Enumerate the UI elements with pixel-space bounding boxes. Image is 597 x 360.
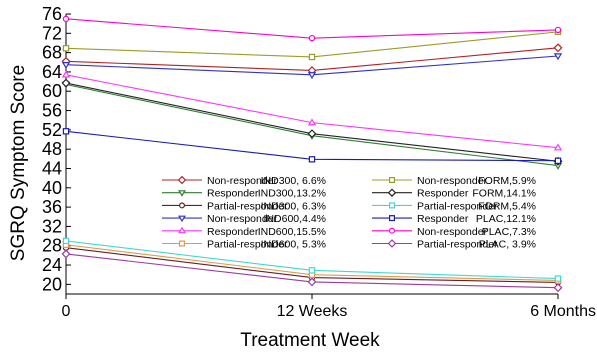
- data-point-square: [389, 215, 396, 222]
- data-point-triangle-up: [307, 118, 317, 126]
- legend-group: IND600,4.4%: [264, 213, 326, 225]
- y-tick-label: 60: [42, 81, 62, 101]
- y-tick-label: 44: [42, 158, 62, 178]
- y-tick-label: 24: [42, 255, 62, 275]
- legend-group: PLAC,7.3%: [482, 226, 536, 238]
- legend-label: Non-responder: [207, 213, 278, 225]
- legend-label: Partial-responder: [417, 239, 498, 251]
- data-point-triangle-down: [553, 53, 563, 61]
- data-point-square: [308, 267, 316, 274]
- data-point-diamond: [387, 188, 397, 197]
- legend-label: Responder: [417, 188, 469, 200]
- x-tick-label: 0: [62, 303, 71, 320]
- legend-label: Non-responder: [417, 226, 488, 238]
- data-point-diamond: [61, 249, 71, 259]
- data-point-square: [62, 45, 70, 52]
- y-axis-title: SGRQ Symptom Score: [8, 65, 29, 261]
- series-markers: [61, 15, 563, 293]
- x-tick-label: 12 Weeks: [277, 303, 348, 320]
- data-point-square: [179, 240, 186, 247]
- data-point-triangle-down: [178, 215, 186, 223]
- data-point-square: [389, 177, 396, 184]
- y-tick-label: 28: [42, 236, 62, 256]
- data-point-square: [62, 237, 70, 245]
- data-point-square: [62, 128, 70, 135]
- data-point-circle: [62, 15, 70, 23]
- legend-group: IND300, 6.3%: [261, 200, 326, 212]
- legend-entry: Responder IND300,13.2%: [162, 188, 326, 200]
- data-point-circle: [308, 34, 316, 42]
- legend-label: Partial-responder: [207, 200, 288, 212]
- data-point-circle: [554, 26, 562, 34]
- legend-entry: Responder IND600,15.5%: [162, 226, 326, 238]
- data-point-diamond: [307, 277, 317, 287]
- data-point-diamond: [61, 78, 71, 88]
- legend-label: Responder: [207, 226, 259, 238]
- legend-group: PLAC, 3.9%: [479, 239, 536, 251]
- legend-label: Non-responder: [417, 175, 488, 187]
- legend-group: IND600, 5.3%: [261, 239, 326, 251]
- data-point-square: [389, 202, 396, 209]
- data-point-diamond: [553, 283, 563, 293]
- data-point-triangle-up: [61, 70, 71, 78]
- data-point-triangle-down: [307, 72, 317, 80]
- data-point-diamond: [387, 239, 397, 248]
- legend-entry: Responder PLAC,12.1%: [372, 213, 536, 225]
- data-point-diamond: [307, 129, 317, 139]
- legend-group: FORM,5.9%: [478, 175, 536, 187]
- data-point-triangle-up: [553, 143, 563, 151]
- legend-label: Responder: [207, 188, 259, 200]
- data-point-circle: [389, 227, 396, 234]
- y-tick-label: 36: [42, 197, 62, 217]
- y-tick-label: 68: [42, 43, 62, 63]
- data-point-square: [308, 53, 316, 61]
- y-tick-label: 32: [42, 216, 62, 236]
- legend-group: IND300, 6.6%: [261, 175, 326, 187]
- y-tick-label: 40: [42, 178, 62, 198]
- data-point-circle: [179, 202, 186, 209]
- data-point-square: [554, 157, 562, 164]
- y-tick-label: 76: [42, 4, 62, 24]
- legend-entry: Responder FORM,14.1%: [372, 188, 536, 200]
- data-point-triangle-up: [178, 226, 186, 234]
- x-tick-label: 6 Months: [530, 303, 596, 320]
- legend-label: Responder: [417, 213, 469, 225]
- legend-group: FORM,14.1%: [472, 188, 536, 200]
- y-tick-label: 64: [42, 62, 62, 82]
- legend-label: Non-responder: [207, 175, 278, 187]
- legend-group: IND600,15.5%: [258, 226, 326, 238]
- data-point-triangle-down: [178, 190, 186, 197]
- y-tick-label: 72: [42, 23, 62, 43]
- data-point-square: [308, 156, 316, 163]
- y-tick-label: 56: [42, 101, 62, 121]
- y-tick-label: 20: [42, 274, 62, 294]
- legend-label: Partial-responder: [207, 239, 288, 251]
- y-tick-label: 52: [42, 120, 62, 140]
- legend-group: PLAC,12.1%: [476, 213, 536, 225]
- data-point-triangle-down: [61, 61, 71, 69]
- y-tick-label: 48: [42, 139, 62, 159]
- legend-label: Partial-responder: [417, 200, 498, 212]
- data-point-diamond: [177, 175, 187, 185]
- legend-group: IND300,13.2%: [258, 188, 326, 200]
- legend-group: FORM,5.4%: [478, 200, 536, 212]
- data-point-diamond: [553, 43, 563, 53]
- x-axis-title: Treatment Week: [240, 330, 380, 351]
- data-point-square: [554, 275, 562, 282]
